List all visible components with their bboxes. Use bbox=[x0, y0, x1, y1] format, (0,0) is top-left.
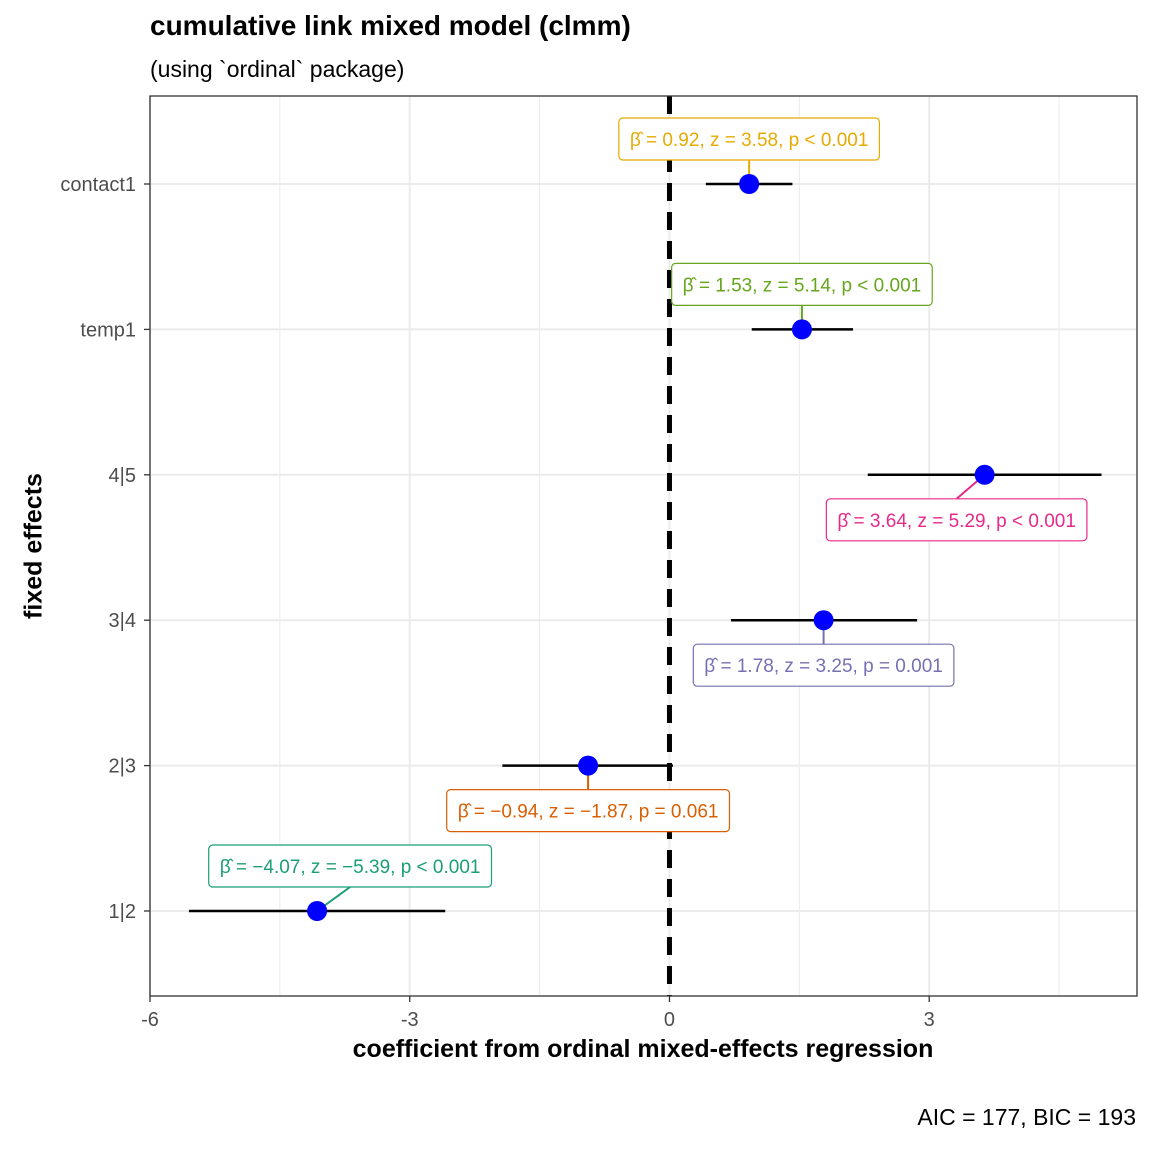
y-tick-label: temp1 bbox=[80, 319, 136, 341]
estimate-label-box: β̂ = 0.92, z = 3.58, p < 0.001 bbox=[618, 117, 881, 161]
x-tick-label: -6 bbox=[141, 1009, 159, 1031]
estimate-label-box: β̂ = −0.94, z = −1.87, p = 0.061 bbox=[446, 788, 731, 833]
estimate-point bbox=[578, 755, 599, 776]
estimate-label: β̂ = 0.92, z = 3.58, p < 0.001 bbox=[630, 130, 869, 151]
estimate-label: β̂ = 1.53, z = 5.14, p < 0.001 bbox=[683, 275, 922, 296]
estimate-label: β̂ = 1.78, z = 3.25, p = 0.001 bbox=[704, 656, 943, 677]
panel-border bbox=[149, 95, 1138, 997]
chart-subtitle: (using `ordinal` package) bbox=[150, 56, 405, 82]
estimate-label: β̂ = −4.07, z = −5.39, p < 0.001 bbox=[220, 857, 481, 878]
estimate-point bbox=[974, 464, 995, 485]
y-tick-label: 1|2 bbox=[109, 901, 136, 923]
chart-caption: AIC = 177, BIC = 193 bbox=[917, 1104, 1136, 1130]
x-axis-label: coefficient from ordinal mixed-effects r… bbox=[352, 1035, 934, 1063]
estimate-label-box: β̂ = 1.53, z = 5.14, p < 0.001 bbox=[671, 262, 933, 306]
estimate-label-box: β̂ = 3.64, z = 5.29, p < 0.001 bbox=[825, 498, 1088, 542]
estimate-label-box: β̂ = 1.78, z = 3.25, p = 0.001 bbox=[692, 643, 955, 687]
x-tick-label: 3 bbox=[924, 1009, 935, 1031]
estimate-point bbox=[307, 901, 328, 921]
x-tick-label: -3 bbox=[401, 1009, 419, 1031]
estimate-point bbox=[791, 319, 812, 340]
x-tick-label: 0 bbox=[664, 1009, 675, 1031]
estimate-point bbox=[739, 174, 760, 194]
y-axis-label: fixed effects bbox=[19, 473, 48, 619]
y-tick-label: 4|5 bbox=[109, 465, 136, 487]
estimate-label: β̂ = 3.64, z = 5.29, p < 0.001 bbox=[837, 511, 1076, 532]
estimate-point bbox=[813, 610, 834, 631]
y-tick-label: 3|4 bbox=[109, 610, 136, 632]
y-tick-label: 2|3 bbox=[109, 756, 136, 778]
estimate-label-box: β̂ = −4.07, z = −5.39, p < 0.001 bbox=[208, 844, 493, 888]
chart-title: cumulative link mixed model (clmm) bbox=[150, 10, 631, 41]
y-tick-label: contact1 bbox=[60, 174, 136, 196]
estimate-label: β̂ = −0.94, z = −1.87, p = 0.061 bbox=[458, 802, 719, 823]
